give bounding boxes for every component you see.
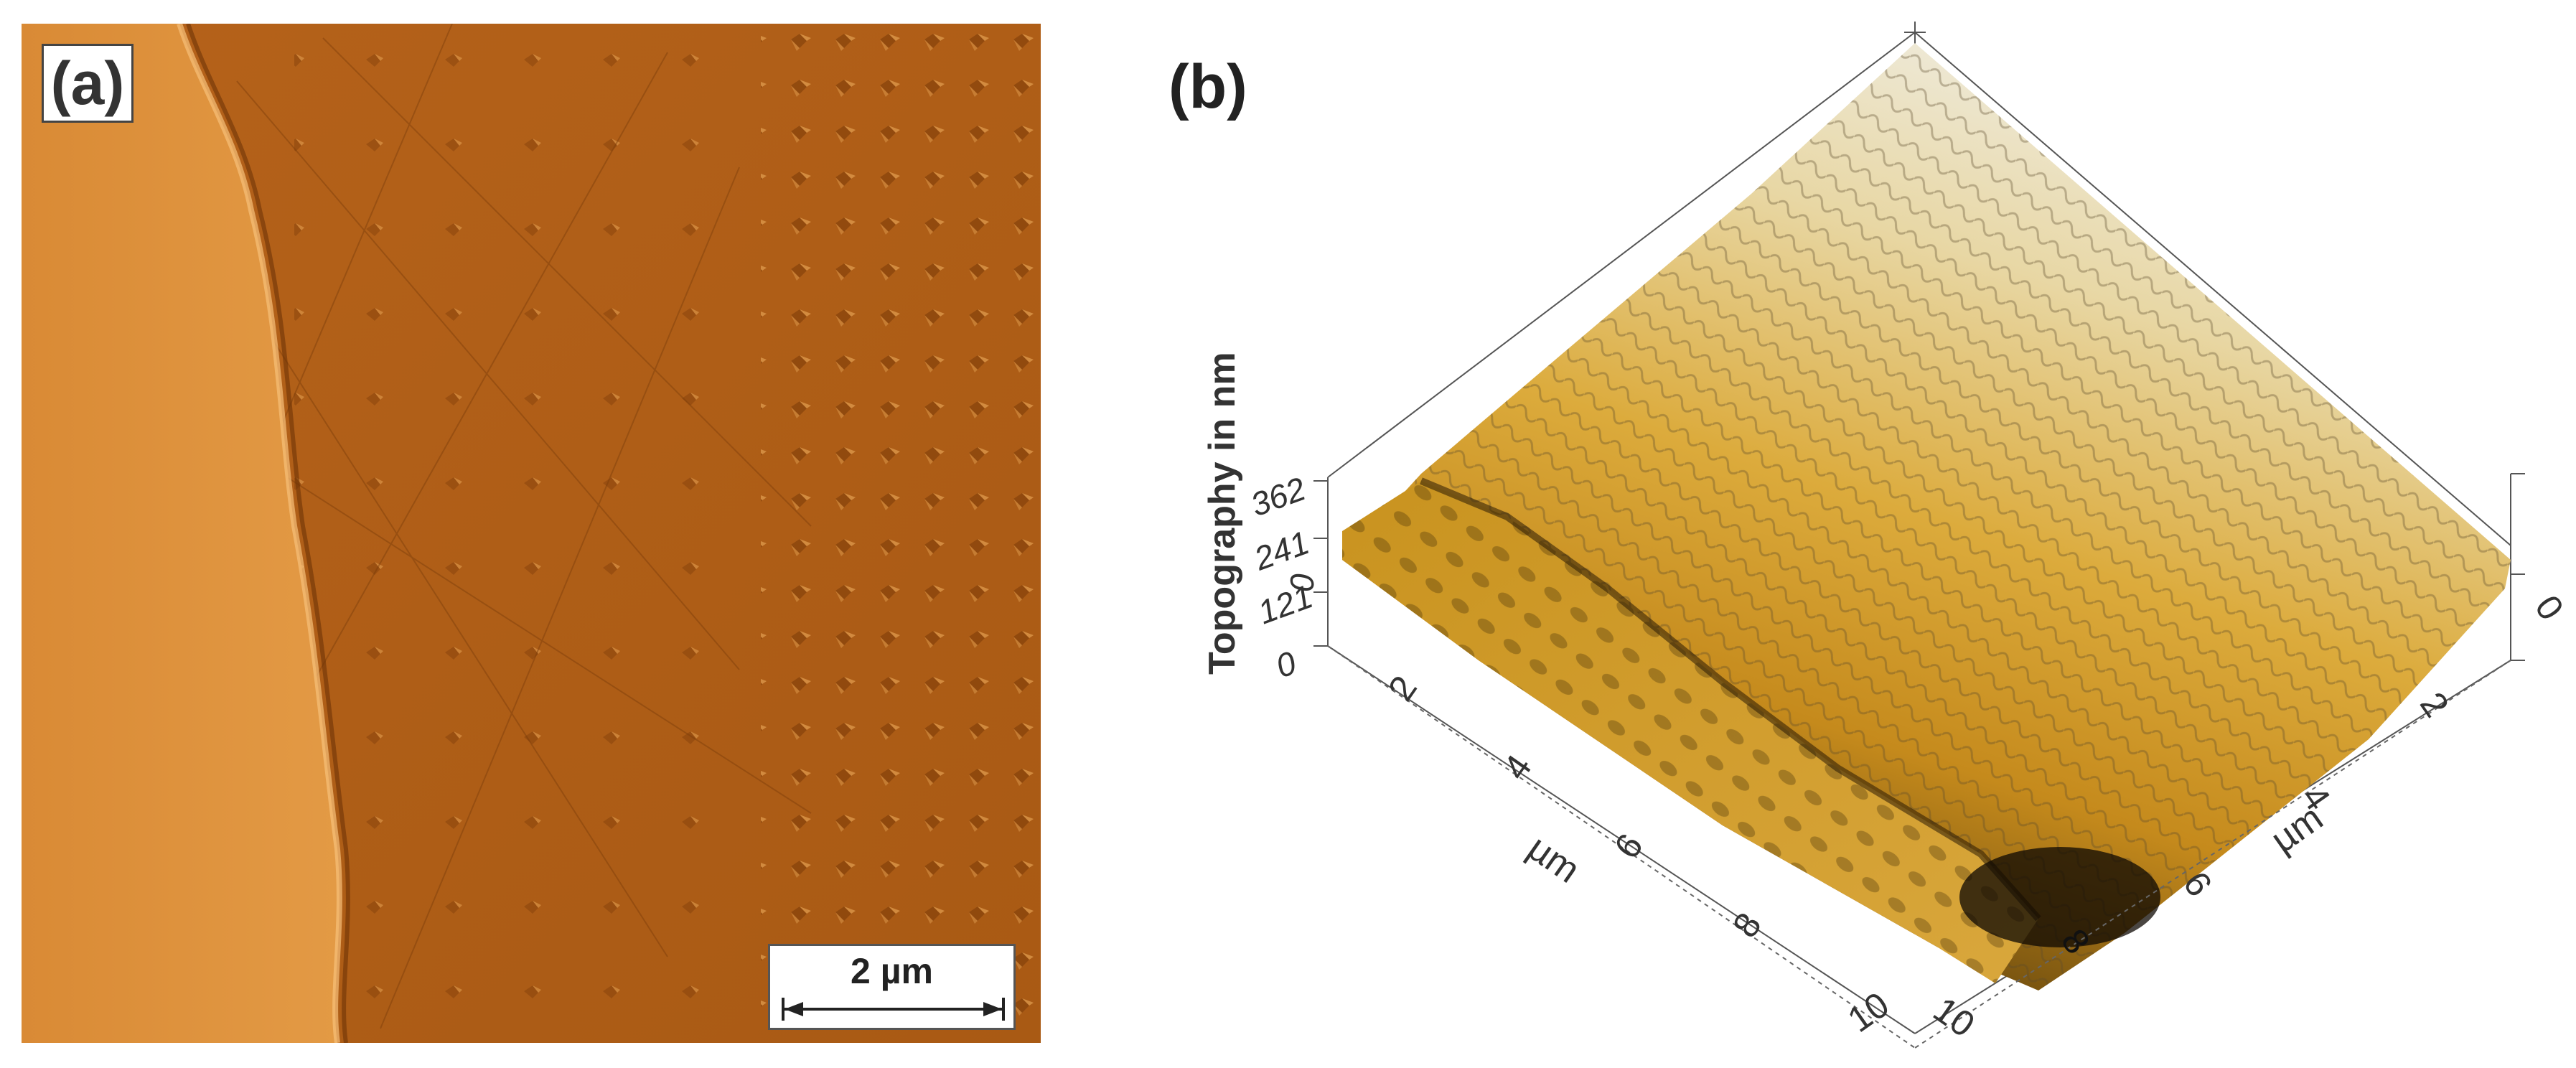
scale-bar: 2 µm (768, 944, 1016, 1030)
panel-a-label: (a) (50, 49, 125, 117)
z-axis-title: Topography in nm (1202, 352, 1243, 675)
left-tick-2: 2 (1380, 668, 1425, 708)
left-axis-unit: µm (1520, 827, 1587, 891)
front-axes (1327, 645, 2511, 1049)
afm-image-panel-a: (a) 2 µm (22, 24, 1041, 1043)
left-tick-6: 6 (1606, 826, 1651, 866)
z-extra-zero-tick: 0 (1283, 573, 1321, 592)
afm-amplitude-image (22, 24, 1041, 1043)
right-tick-0: 0 (2527, 588, 2572, 627)
left-tick-8: 8 (1725, 905, 1769, 945)
z-tick-241: 241 (1249, 523, 1314, 577)
z-tick-0: 0 (1271, 644, 1301, 685)
scale-bar-label: 2 µm (851, 951, 933, 991)
topography-3d-panel-b: (b) (1105, 14, 2576, 1068)
panel-a-label-box: (a) (42, 44, 134, 123)
topography-3d-plot: Topography in nm 362 241 121 0 0 2 4 6 8… (1202, 22, 2572, 1049)
left-tick-10: 10 (1840, 984, 1896, 1040)
z-tick-362: 362 (1246, 469, 1311, 523)
panel-b-label: (b) (1168, 52, 1247, 121)
scale-bar-arrow (782, 998, 1005, 1021)
